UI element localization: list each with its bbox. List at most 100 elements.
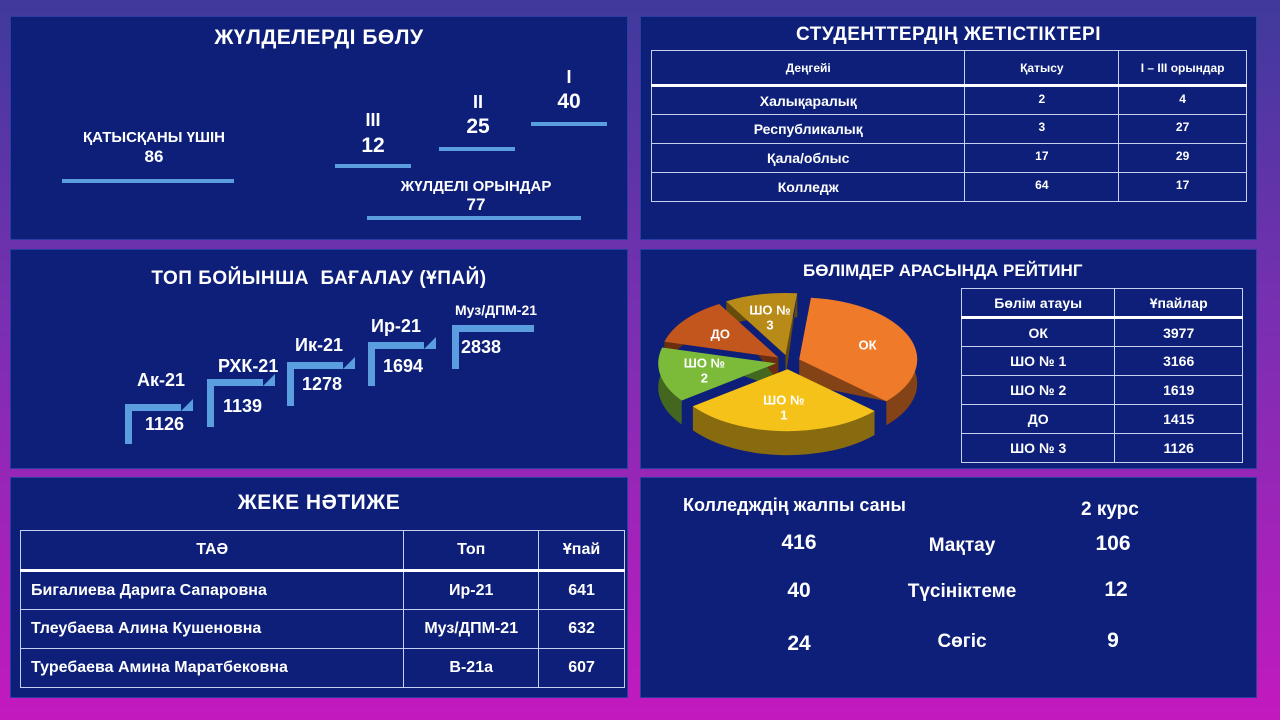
course-count: 9 <box>1107 629 1119 652</box>
column-header: ТАӘ <box>19 530 405 572</box>
table-cell: 632 <box>538 609 625 649</box>
table-row: ОК 3977 <box>960 317 1243 347</box>
table-cell: 3977 <box>1114 317 1243 347</box>
second-place-value: 25 <box>466 115 490 138</box>
awards-title: ЖҮЛДЕЛЕРДІ БӨЛУ <box>214 26 424 49</box>
pie-slice <box>692 369 875 432</box>
participation-value: 86 <box>144 147 164 166</box>
table-row: ШО № 2 1619 <box>960 375 1243 405</box>
table-cell: 17 <box>964 143 1120 173</box>
group-name: Ак-21 <box>137 370 186 390</box>
table-cell: 1126 <box>1114 433 1243 463</box>
table-row: Туребаева Амина Маратбековна В-21а 607 <box>19 648 625 688</box>
pie-slice <box>799 297 918 402</box>
total-count: 416 <box>781 531 817 554</box>
table-cell: В-21а <box>403 648 540 688</box>
table-cell: 29 <box>1118 143 1247 173</box>
achievements-table: Деңгейі Қатысу I – III орындар Халықарал… <box>650 50 1247 202</box>
group-score: 1278 <box>302 374 343 394</box>
column-header: Топ <box>403 530 540 572</box>
table-cell: Бигалиева Дарига Сапаровна <box>19 570 405 610</box>
table-cell: ДО <box>960 404 1116 434</box>
table-cell: 3166 <box>1114 346 1243 376</box>
table-cell: Колледж <box>650 172 966 202</box>
table-cell: 3 <box>964 114 1120 144</box>
group-score: 1126 <box>145 414 185 434</box>
group-name: Ир-21 <box>371 316 421 336</box>
table-cell: Ир-21 <box>403 570 540 610</box>
table-row: Республикалық 3 27 <box>650 114 1247 144</box>
table-cell: Республикалық <box>650 114 966 144</box>
table-cell: 607 <box>538 648 625 688</box>
table-cell: ШО № 3 <box>960 433 1116 463</box>
first-place-value: 40 <box>557 90 581 113</box>
table-row: Халықаралық 2 4 <box>650 85 1247 115</box>
group-score: 2838 <box>461 337 502 357</box>
rating-pie-chart: ОК ШО № 1 ШО № 2 ДО ШО № 3 <box>658 292 918 456</box>
pie-slice <box>658 347 777 401</box>
table-header-row: Бөлім атауы Ұпайлар <box>960 288 1243 319</box>
course-count: 106 <box>1095 532 1131 555</box>
groups-title: ТОП БОЙЫНША БАҒАЛАУ (ҰПАЙ) <box>151 268 487 289</box>
groups-panel: ТОП БОЙЫНША БАҒАЛАУ (ҰПАЙ) Ак-21 1126 РХ… <box>10 249 628 469</box>
prize-places-label: ЖҮЛДЕЛІ ОРЫНДАР <box>400 178 552 195</box>
table-row: Қала/облыс 17 29 <box>650 143 1247 173</box>
table-cell: 64 <box>964 172 1120 202</box>
table-cell: 2 <box>964 85 1120 115</box>
total-count: 40 <box>787 579 811 602</box>
pie-slice-label: ШО № 3 <box>749 302 790 332</box>
third-place-value: 12 <box>361 134 385 157</box>
table-cell: 1415 <box>1114 404 1243 434</box>
college-total-label: Колледждің жалпы саны <box>683 495 906 515</box>
table-header-row: Деңгейі Қатысу I – III орындар <box>650 50 1247 87</box>
table-cell: Халықаралық <box>650 85 966 115</box>
awards-panel: ЖҮЛДЕЛЕРДІ БӨЛУ ҚАТЫСҚАНЫ ҮШІН 86 III 12… <box>10 16 628 240</box>
table-row: ШО № 3 1126 <box>960 433 1243 463</box>
course-label: 2 курс <box>1081 499 1139 520</box>
table-header-row: ТАӘ Топ Ұпай <box>19 530 625 572</box>
pie-slice <box>726 292 798 355</box>
stat-label: Сөгіс <box>937 631 987 652</box>
table-cell: 4 <box>1118 85 1247 115</box>
table-row: ШО № 1 3166 <box>960 346 1243 376</box>
table-cell: Қала/облыс <box>650 143 966 173</box>
group-name: РХК-21 <box>218 356 279 376</box>
participation-label: ҚАТЫСҚАНЫ ҮШІН <box>82 129 225 146</box>
third-place-bar <box>335 164 411 168</box>
participation-bar <box>62 179 234 183</box>
group-name: Муз/ДПМ-21 <box>455 302 538 318</box>
group-score: 1139 <box>223 396 263 416</box>
achievements-panel: СТУДЕНТТЕРДІҢ ЖЕТІСТІКТЕРІ Деңгейі Қатыс… <box>640 16 1257 240</box>
pie-slice-label: ДО <box>711 326 730 341</box>
course-count: 12 <box>1104 578 1128 601</box>
table-cell: Тлеубаева Алина Кушеновна <box>19 609 405 649</box>
table-cell: Муз/ДПМ-21 <box>403 609 540 649</box>
table-cell: ОК <box>960 317 1116 347</box>
individual-panel: ЖЕКЕ НӘТИЖЕ ТАӘ Топ Ұпай Бигалиева Дариг… <box>10 477 628 698</box>
table-cell: 641 <box>538 570 625 610</box>
table-row: ДО 1415 <box>960 404 1243 434</box>
second-place-bar <box>439 147 515 151</box>
rating-title: БӨЛІМДЕР АРАСЫНДА РЕЙТИНГ <box>803 261 1083 280</box>
table-cell: 27 <box>1118 114 1247 144</box>
stat-label: Түсініктеме <box>907 581 1017 602</box>
table-cell: ШО № 1 <box>960 346 1116 376</box>
column-header: Ұпайлар <box>1114 288 1243 319</box>
group-name: Ик-21 <box>295 335 343 355</box>
first-place-label: I <box>566 67 572 87</box>
group-score: 1694 <box>383 356 424 376</box>
pie-slice-label: ОК <box>859 338 877 353</box>
column-header: I – III орындар <box>1118 50 1247 87</box>
column-header: Деңгейі <box>650 50 966 87</box>
table-cell: ШО № 2 <box>960 375 1116 405</box>
total-count: 24 <box>787 632 811 655</box>
pie-slice <box>664 304 779 358</box>
pie-slice-label: ШО № 2 <box>684 356 725 386</box>
second-place-label: II <box>472 92 483 112</box>
pie-slice-label: ШО № 1 <box>763 393 804 423</box>
first-place-bar <box>531 122 607 126</box>
table-cell: 17 <box>1118 172 1247 202</box>
table-row: Колледж 64 17 <box>650 172 1247 202</box>
prize-places-bar <box>367 216 581 220</box>
achievements-title: СТУДЕНТТЕРДІҢ ЖЕТІСТІКТЕРІ <box>796 24 1101 45</box>
